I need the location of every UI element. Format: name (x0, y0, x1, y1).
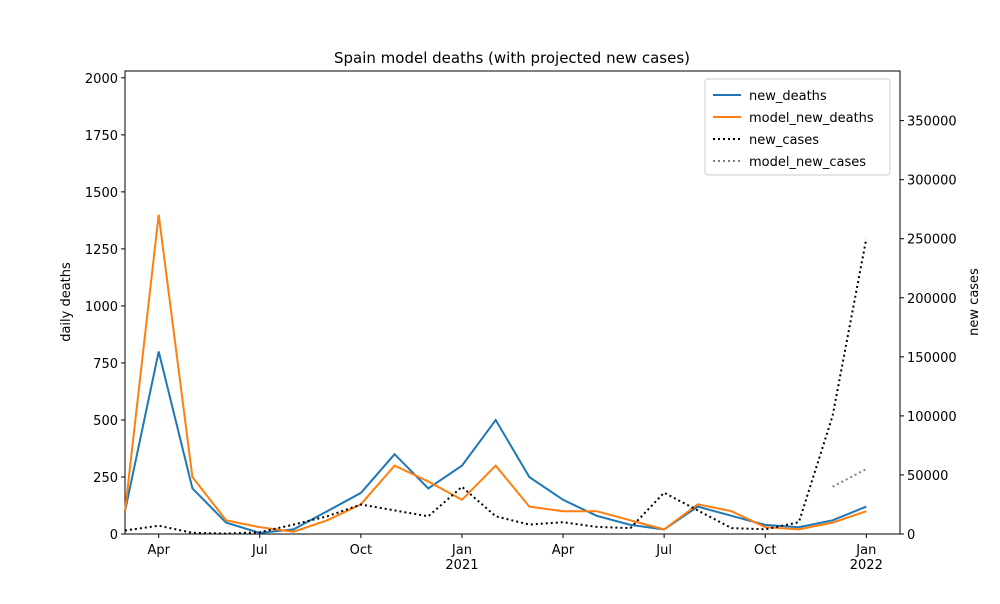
series-line (124, 214, 867, 533)
y2-tick-label: 0 (907, 528, 915, 543)
x-tick-label: Jul (251, 543, 268, 558)
x-tick-label: Jul (655, 543, 672, 558)
y-tick-label: 2000 (85, 72, 118, 87)
legend-label: new_deaths (749, 89, 827, 104)
plot-frame (124, 70, 901, 535)
y2-tick-label: 350000 (907, 115, 957, 130)
y2-tick-label: 50000 (907, 469, 948, 484)
chart-title: Spain model deaths (with projected new c… (334, 49, 690, 67)
y-tick-label: 1750 (85, 129, 118, 144)
legend-box (704, 78, 891, 176)
x-tick-label: Apr (552, 543, 575, 558)
x-tick-label: Jan (451, 543, 472, 558)
x-tick-label: 2022 (850, 558, 883, 573)
x-tick-label: Jan (855, 543, 876, 558)
y-tick-label: 500 (93, 414, 118, 429)
y-tick-label: 1250 (85, 243, 118, 258)
legend: new_deaths model_new_deaths new_casesmodel… (704, 78, 891, 176)
y2-axis-label: new cases (967, 268, 982, 336)
legend-label: model_new_cases (749, 155, 866, 170)
series-line (124, 238, 868, 535)
y-tick-label: 1500 (85, 186, 118, 201)
series-line (832, 468, 867, 488)
x-tick-label: Apr (147, 543, 170, 558)
series-line (124, 351, 867, 534)
y2-tick-label: 300000 (907, 174, 957, 189)
y-tick-label: 750 (93, 357, 118, 372)
y-tick-label: 1000 (85, 300, 118, 315)
y-tick-label: 0 (110, 528, 118, 543)
legend-label: new_cases (749, 133, 819, 148)
x-tick-label: Oct (350, 543, 372, 558)
legend-label: model_new_deaths (749, 111, 874, 126)
y-axis-label: daily deaths (59, 262, 74, 342)
y2-tick-label: 250000 (907, 233, 957, 248)
y-tick-label: 250 (93, 471, 118, 486)
y2-tick-label: 100000 (907, 410, 957, 425)
x-tick-label: 2021 (445, 558, 478, 573)
x-tick-label: Oct (754, 543, 776, 558)
y2-tick-label: 200000 (907, 292, 957, 307)
y2-tick-label: 150000 (907, 351, 957, 366)
